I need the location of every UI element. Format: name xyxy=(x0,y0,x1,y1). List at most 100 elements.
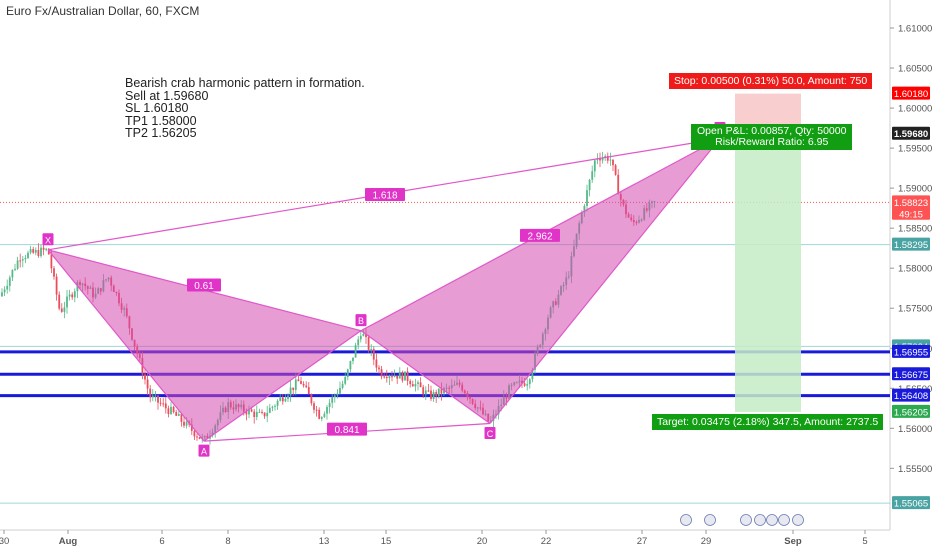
price-axis-badge xyxy=(892,388,930,402)
candle-body xyxy=(359,335,362,340)
candle-body xyxy=(58,294,61,309)
candle-body xyxy=(305,385,308,388)
candle-body xyxy=(588,179,591,191)
price-axis-badge-label: 1.60180 xyxy=(894,89,928,100)
candle-body xyxy=(151,395,154,398)
candle-body xyxy=(37,249,40,257)
event-marker xyxy=(704,514,716,526)
candle-body xyxy=(411,384,414,387)
candle-body xyxy=(300,381,302,384)
candle-body xyxy=(21,259,24,261)
candle-body xyxy=(266,412,269,417)
price-axis-badge xyxy=(892,86,930,100)
candle-body xyxy=(159,402,162,404)
stop-label: Stop: 0.00500 (0.31%) 50.0, Amount: 750 xyxy=(669,73,873,89)
price-tick-label: 1.56000 xyxy=(898,424,932,435)
candle-body xyxy=(378,367,380,370)
candle-body xyxy=(614,165,617,175)
candle-body xyxy=(164,403,167,409)
candle-body xyxy=(55,276,58,295)
candle-body xyxy=(354,345,357,358)
event-marker xyxy=(754,514,766,526)
candle-body xyxy=(531,369,534,380)
candle-body xyxy=(45,248,48,250)
candle-body xyxy=(406,371,409,381)
time-tick-label: 6 xyxy=(159,536,164,547)
pattern-leg-ab xyxy=(203,330,362,442)
note-line: Bearish crab harmonic pattern in formati… xyxy=(125,76,365,90)
candle-body xyxy=(604,155,607,158)
price-axis-badge xyxy=(892,237,930,251)
candle-body xyxy=(6,285,9,290)
candle-body xyxy=(154,395,157,397)
candle-body xyxy=(198,437,201,439)
candle-body xyxy=(401,371,404,381)
time-tick-label: 27 xyxy=(637,536,648,547)
candle-body xyxy=(177,414,180,416)
candle-body xyxy=(196,436,198,438)
candle-body xyxy=(586,190,588,207)
price-tick-label: 1.60000 xyxy=(898,104,932,115)
target-zone xyxy=(735,133,801,412)
candle-body xyxy=(435,392,438,397)
time-tick-label: Sep xyxy=(784,536,802,547)
candle-body xyxy=(172,406,175,413)
candle-body xyxy=(422,387,425,395)
pattern-ratio-label: 1.618 xyxy=(372,191,397,202)
candle-body xyxy=(34,249,37,253)
pattern-leg-cd xyxy=(489,138,721,424)
candle-body xyxy=(331,397,334,403)
candle-body xyxy=(307,387,310,395)
pattern-ratio-box xyxy=(520,228,560,242)
price-axis-badge-label: 1.56408 xyxy=(894,391,928,402)
candle-body xyxy=(50,254,53,269)
candle-body xyxy=(292,387,295,390)
price-axis-badge-label: 1.58823 xyxy=(894,198,928,209)
price-axis-badge xyxy=(892,496,930,510)
candle-body xyxy=(383,376,386,378)
pattern-ratio-label: 2.962 xyxy=(527,231,552,242)
candle-body xyxy=(606,155,609,161)
candle-body xyxy=(404,371,406,381)
candle-body xyxy=(583,206,586,213)
candle-body xyxy=(341,383,344,388)
time-tick-label: 20 xyxy=(477,536,488,547)
price-axis-badge xyxy=(892,404,930,418)
pattern-point-marker xyxy=(355,314,367,327)
candle-body xyxy=(398,371,401,379)
candle-body xyxy=(271,406,274,408)
candle-body xyxy=(32,249,35,253)
price-axis-badge-label: 1.56955 xyxy=(894,347,928,358)
candle-body xyxy=(599,158,601,161)
candle-body xyxy=(193,430,196,437)
event-marker xyxy=(792,514,804,526)
candle-body xyxy=(315,409,318,411)
candle-body xyxy=(19,260,22,262)
candle-body xyxy=(289,387,292,396)
price-axis-badge xyxy=(892,206,930,220)
candle-body xyxy=(268,407,271,413)
pattern-leg-bc xyxy=(360,330,491,425)
candle-body xyxy=(440,388,443,394)
pattern-point-label: A xyxy=(201,447,207,457)
price-tick-label: 1.60500 xyxy=(898,64,932,75)
candle-body xyxy=(601,157,604,161)
candle-body xyxy=(323,413,326,418)
candle-body xyxy=(170,406,172,414)
pnl-text: Open P&L: 0.00857, Qty: 50000 xyxy=(697,125,847,137)
candle-body xyxy=(349,361,352,370)
candle-body xyxy=(63,307,66,312)
candle-body xyxy=(526,384,529,386)
candle-body xyxy=(424,390,427,395)
pattern-ratio-label: 0.841 xyxy=(334,425,359,436)
note-line: TP2 1.56205 xyxy=(125,126,197,140)
time-tick-label: 29 xyxy=(701,536,712,547)
price-tick-label: 1.61000 xyxy=(898,24,932,35)
candle-body xyxy=(250,409,253,412)
price-tick-label: 1.57500 xyxy=(898,304,932,315)
candle-body xyxy=(612,159,614,166)
price-tick-label: 1.59500 xyxy=(898,144,932,155)
price-axis-badge-label: 1.59680 xyxy=(894,129,928,140)
